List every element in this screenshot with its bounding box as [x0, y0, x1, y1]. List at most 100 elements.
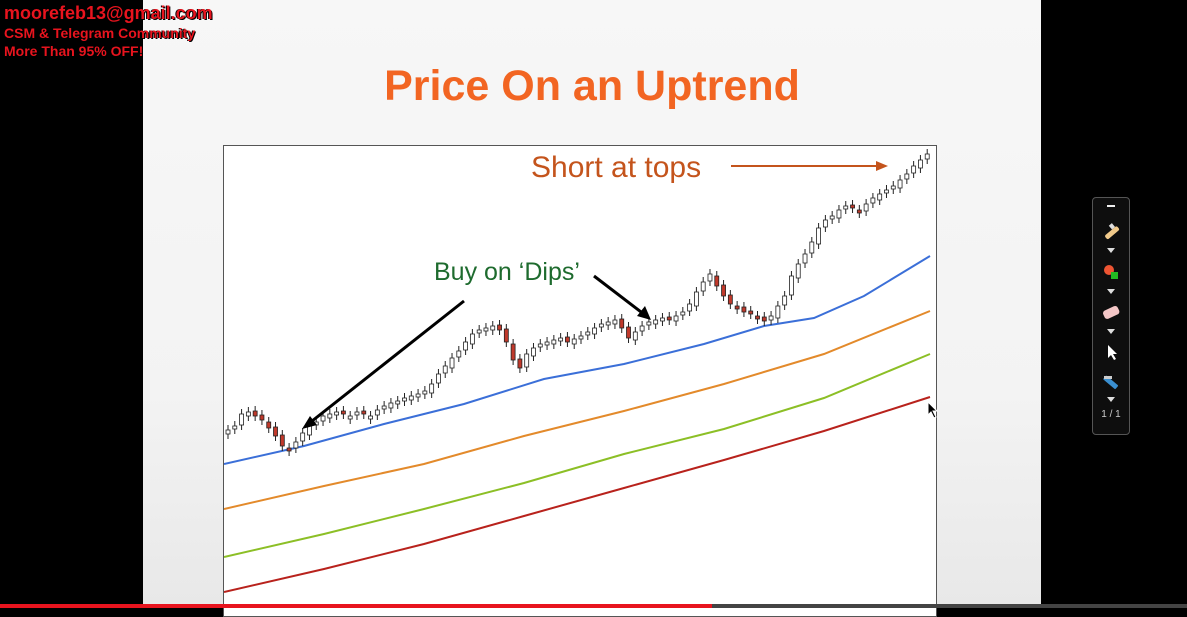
candle-body	[293, 441, 299, 449]
candle-body	[836, 209, 842, 219]
candle-body	[924, 153, 930, 160]
candle-body	[612, 319, 618, 325]
eraser-options-arrow-icon[interactable]	[1107, 329, 1115, 334]
short-arrowhead	[876, 161, 888, 171]
slide-title: Price On an Uptrend	[384, 62, 800, 110]
candle-body	[578, 335, 584, 340]
candle-body	[884, 189, 889, 194]
candle-body	[239, 413, 244, 426]
ma-line-orange	[224, 310, 931, 510]
candle-body	[408, 395, 414, 401]
candle-body	[626, 326, 631, 339]
candle-body	[510, 343, 516, 361]
candle-body	[273, 426, 278, 437]
candle-body	[531, 347, 536, 357]
candle-body	[571, 338, 577, 345]
highlighter-icon[interactable]	[1099, 371, 1123, 393]
candle-body	[463, 341, 468, 351]
candle-body	[660, 317, 665, 322]
annotation-toolbar: 1 / 1	[1092, 197, 1130, 435]
candle-body	[300, 432, 306, 442]
candle-body	[775, 305, 781, 319]
candle-body	[476, 329, 482, 334]
candlesticks	[225, 149, 930, 456]
candle-body	[490, 325, 496, 331]
candle-body	[829, 215, 835, 220]
candle-body	[558, 337, 564, 342]
video-progress-bar[interactable]	[0, 604, 1187, 608]
page-indicator: 1 / 1	[1101, 409, 1121, 420]
price-chart-svg: Buy on ‘Dips’ Short at tops	[224, 149, 931, 593]
candle-body	[341, 410, 346, 415]
watermark-email: moorefeb13@gmail.com	[4, 3, 213, 23]
candle-body	[680, 311, 686, 316]
minimize-icon[interactable]	[1099, 200, 1123, 212]
candle-body	[605, 321, 611, 326]
candle-body	[279, 434, 285, 447]
pen-options-arrow-icon[interactable]	[1107, 248, 1115, 253]
candle-body	[245, 411, 251, 417]
moving-averages	[224, 255, 931, 593]
candle-body	[694, 291, 699, 307]
candle-body	[483, 327, 489, 332]
candle-body	[768, 315, 774, 321]
pen-icon[interactable]	[1099, 222, 1123, 244]
candle-body	[870, 197, 876, 204]
candle-body	[666, 316, 672, 321]
watermark-line-2: More Than 95% OFF!	[4, 43, 144, 59]
candle-body	[544, 341, 550, 346]
price-chart: Buy on ‘Dips’ Short at tops	[223, 145, 937, 617]
candle-body	[700, 281, 706, 292]
color-options-arrow-icon[interactable]	[1107, 289, 1115, 294]
candle-body	[755, 315, 760, 320]
candle-body	[748, 310, 754, 315]
candle-body	[789, 275, 794, 296]
candle-body	[904, 173, 910, 180]
candle-body	[422, 390, 428, 395]
candle-body	[863, 203, 869, 212]
candle-body	[653, 319, 659, 325]
candle-body	[918, 159, 923, 169]
candle-body	[374, 409, 380, 416]
eraser-icon[interactable]	[1099, 301, 1123, 323]
candle-body	[361, 410, 367, 415]
candle-body	[524, 353, 530, 368]
buy-arrow-right	[593, 274, 646, 317]
highlighter-options-arrow-icon[interactable]	[1107, 397, 1115, 402]
candle-body	[639, 325, 645, 332]
video-progress-fill	[0, 604, 713, 608]
candle-body	[673, 315, 679, 322]
candle-body	[497, 324, 502, 331]
candle-body	[816, 227, 821, 245]
candle-body	[436, 373, 441, 384]
candle-body	[368, 415, 373, 420]
watermark: moorefeb13@gmail.com CSM & Telegram Comm…	[4, 2, 213, 60]
candle-body	[721, 284, 726, 297]
candle-body	[802, 253, 808, 264]
candle-body	[714, 275, 720, 287]
candle-body	[266, 421, 272, 429]
candle-body	[469, 333, 475, 345]
candle-body	[503, 328, 509, 343]
candle-body	[456, 350, 462, 358]
candle-body	[381, 405, 387, 410]
candle-body	[598, 323, 604, 328]
annotation-arrows	[302, 161, 888, 429]
buy-arrowhead-left	[302, 416, 317, 429]
candle-body	[911, 165, 917, 174]
candle-body	[592, 327, 597, 335]
mouse-cursor-icon	[927, 400, 939, 424]
candle-body	[822, 219, 828, 228]
candle-body	[707, 273, 713, 282]
color-picker-icon[interactable]	[1099, 261, 1123, 283]
candle-body	[632, 331, 638, 341]
candle-body	[551, 339, 557, 345]
candle-body	[585, 331, 591, 336]
candle-body	[897, 179, 903, 189]
candle-body	[537, 343, 543, 348]
pointer-icon[interactable]	[1099, 341, 1123, 363]
candle-body	[795, 263, 801, 279]
candle-body	[761, 316, 767, 322]
candle-body	[286, 447, 292, 452]
candle-body	[334, 411, 340, 416]
